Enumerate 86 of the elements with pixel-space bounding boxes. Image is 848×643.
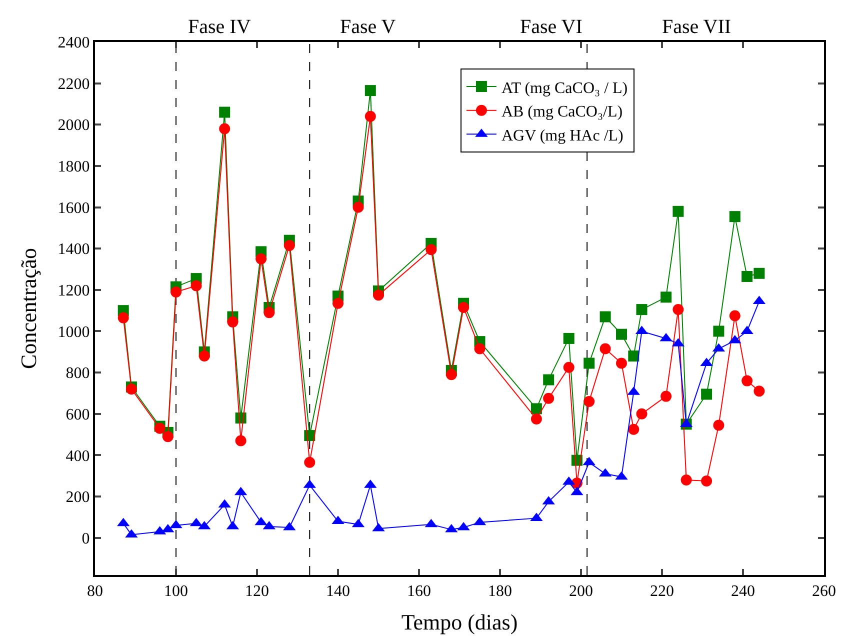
point bbox=[227, 316, 238, 328]
text: Fase VII bbox=[662, 16, 732, 38]
y-tick-label: 1800 bbox=[58, 158, 90, 176]
point bbox=[672, 304, 684, 316]
point bbox=[701, 388, 712, 400]
x-tick-label: 240 bbox=[731, 583, 755, 600]
point bbox=[701, 476, 712, 486]
point bbox=[563, 362, 574, 373]
point bbox=[584, 358, 595, 369]
x-tick-label: 100 bbox=[164, 583, 188, 600]
legend-label: AB (mg CaCO₃/L) bbox=[501, 104, 623, 121]
point bbox=[742, 270, 753, 282]
y-tick-label: 400 bbox=[66, 448, 90, 465]
text: Fase VI bbox=[520, 16, 582, 38]
legend-label: AT (mg CaCO₃ / L) bbox=[501, 80, 628, 97]
x-axis-title: Tempo (dias) bbox=[401, 610, 518, 635]
x-tick-label: 140 bbox=[326, 583, 350, 600]
point bbox=[530, 414, 542, 425]
point bbox=[332, 298, 344, 309]
point bbox=[742, 375, 753, 386]
point bbox=[190, 280, 202, 292]
y-tick-label: 1400 bbox=[58, 241, 90, 258]
text: Fase IV bbox=[188, 16, 252, 38]
point bbox=[636, 304, 648, 316]
point bbox=[628, 424, 640, 435]
x-tick-label: 220 bbox=[650, 583, 674, 600]
point bbox=[162, 431, 174, 442]
point bbox=[219, 106, 230, 118]
y-tick-label: 1200 bbox=[58, 282, 90, 300]
point bbox=[426, 244, 437, 256]
point bbox=[713, 326, 724, 337]
y-tick-label: 200 bbox=[66, 489, 90, 506]
y-axis-title: Concentração bbox=[16, 248, 42, 369]
point bbox=[219, 123, 230, 134]
point bbox=[170, 286, 182, 298]
point bbox=[373, 290, 384, 301]
y-tick-label: 0 bbox=[82, 530, 90, 548]
x-tick-label: 260 bbox=[812, 583, 836, 600]
point bbox=[458, 302, 470, 313]
point bbox=[264, 307, 275, 318]
point bbox=[713, 420, 724, 431]
legend-label: AGV (mg HAc /L) bbox=[501, 127, 624, 144]
point bbox=[672, 206, 684, 217]
point bbox=[600, 311, 611, 322]
point bbox=[198, 350, 210, 362]
point bbox=[680, 474, 692, 486]
y-tick-label: 600 bbox=[66, 406, 90, 424]
point bbox=[636, 408, 648, 420]
point bbox=[754, 386, 765, 397]
x-tick-label: 80 bbox=[87, 583, 103, 600]
y-tick-label: 2200 bbox=[58, 76, 90, 93]
point bbox=[754, 268, 765, 279]
text: Fase V bbox=[340, 16, 396, 38]
x-tick-label: 160 bbox=[407, 583, 431, 600]
point bbox=[600, 343, 611, 354]
point bbox=[474, 343, 486, 354]
y-tick-label: 2000 bbox=[58, 117, 90, 134]
point bbox=[628, 350, 640, 362]
point bbox=[616, 328, 627, 340]
x-tick-label: 120 bbox=[245, 583, 269, 600]
point bbox=[118, 312, 129, 324]
point bbox=[126, 384, 137, 395]
point bbox=[729, 211, 740, 222]
y-tick-label: 800 bbox=[66, 365, 90, 382]
point bbox=[256, 253, 267, 264]
point bbox=[352, 202, 364, 213]
point bbox=[304, 456, 316, 468]
point bbox=[616, 358, 627, 369]
point bbox=[364, 85, 376, 96]
point bbox=[660, 390, 672, 402]
point bbox=[729, 310, 740, 322]
point bbox=[584, 396, 595, 407]
point bbox=[543, 392, 554, 404]
x-tick-label: 180 bbox=[488, 583, 512, 600]
y-tick-label: 1000 bbox=[58, 324, 90, 341]
point bbox=[284, 240, 295, 251]
y-tick-label: 1600 bbox=[58, 200, 90, 217]
point bbox=[446, 369, 457, 380]
point bbox=[563, 332, 574, 344]
point bbox=[530, 403, 542, 414]
point bbox=[660, 292, 672, 303]
point bbox=[543, 374, 554, 386]
point bbox=[235, 435, 246, 446]
point bbox=[364, 110, 376, 122]
y-tick-label: 2400 bbox=[58, 34, 90, 52]
x-tick-label: 200 bbox=[569, 583, 593, 600]
